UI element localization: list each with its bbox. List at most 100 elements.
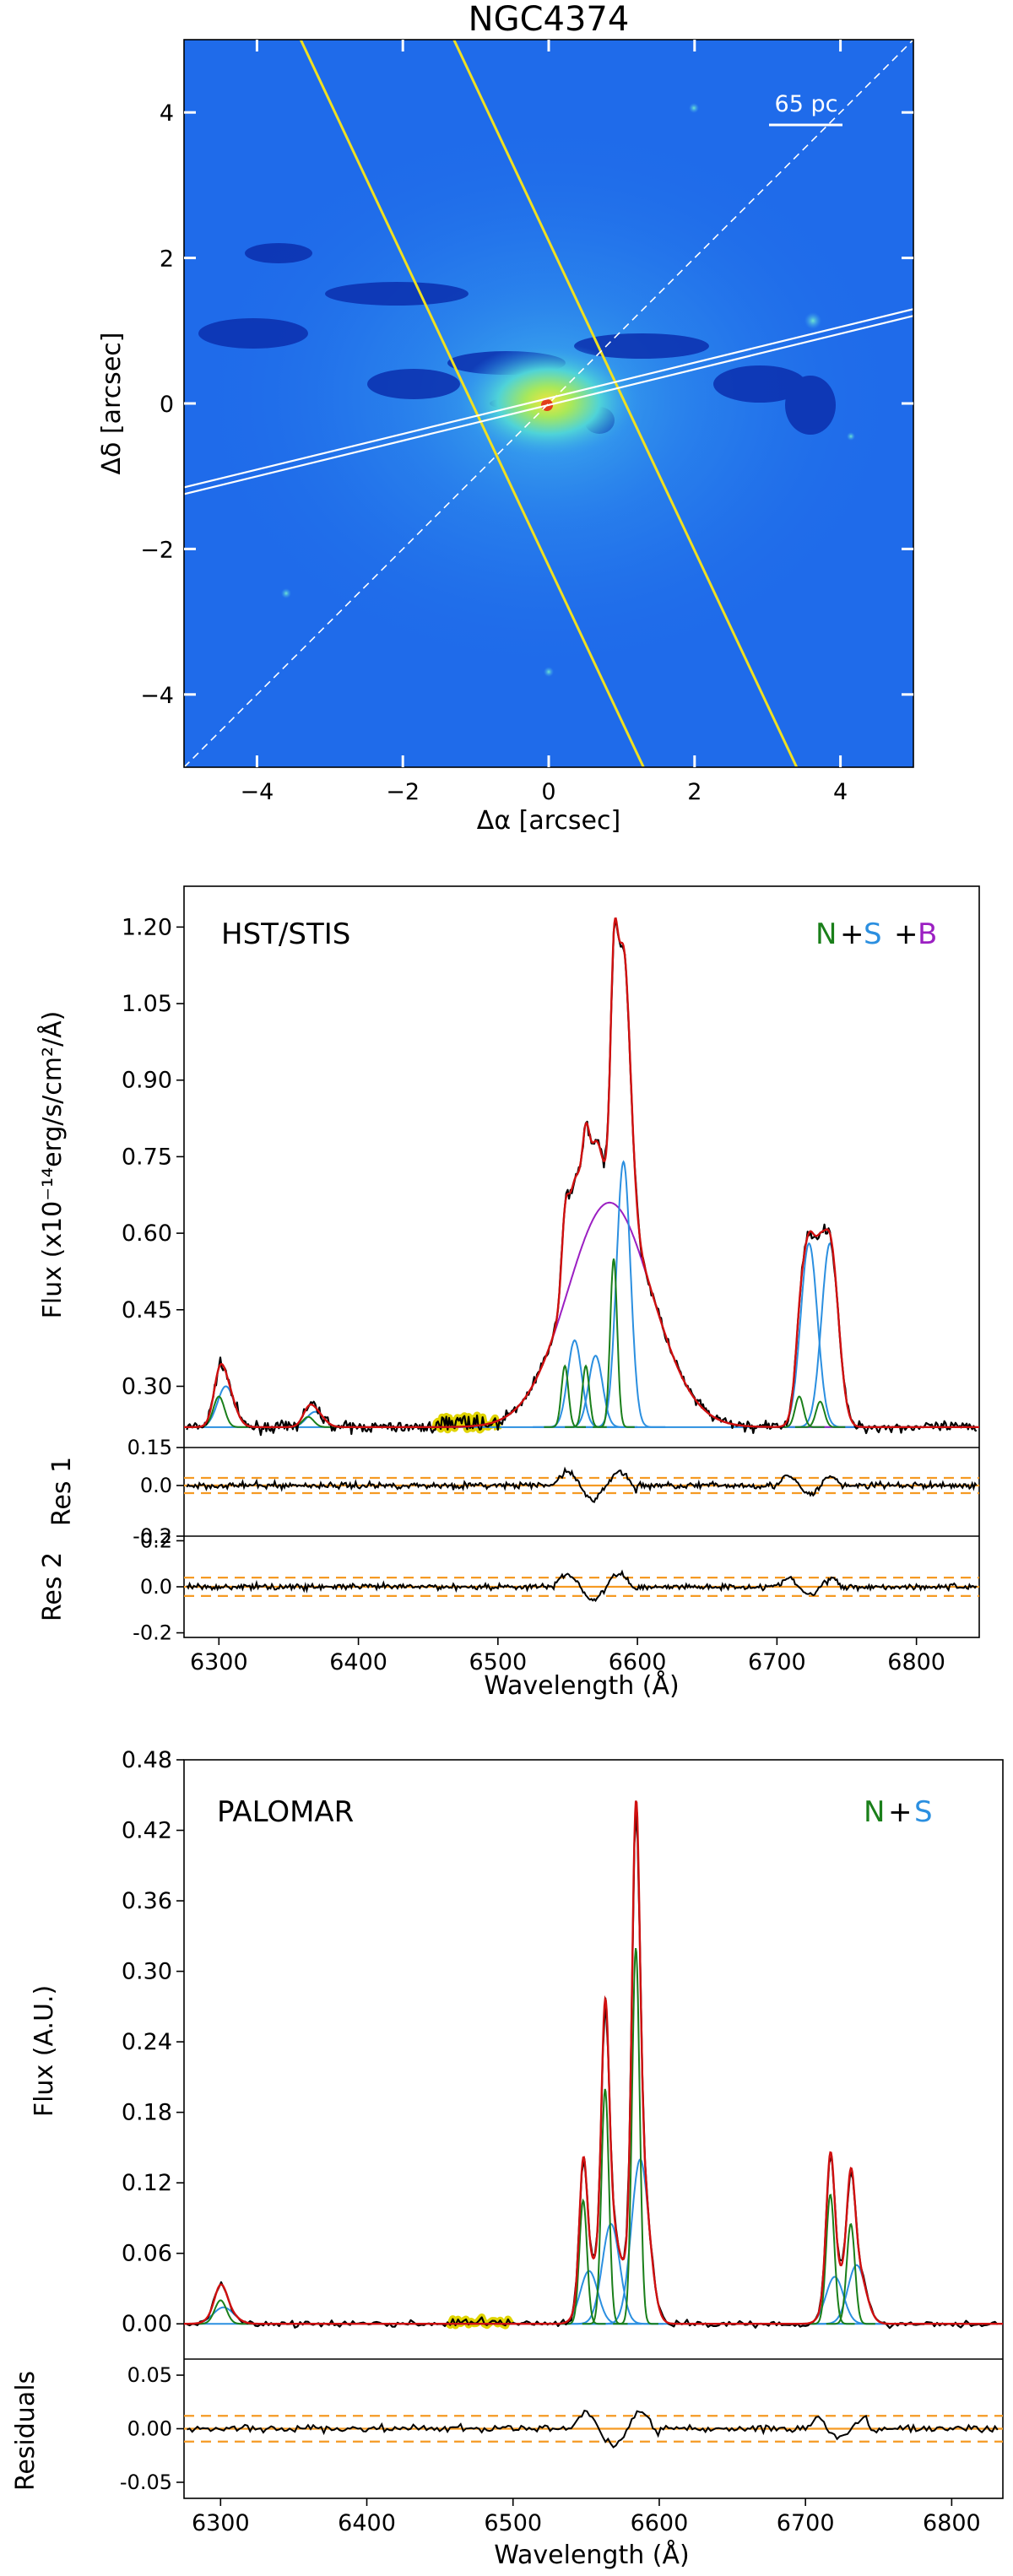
palomar-legend: N + S [864, 1795, 933, 1829]
palomar-panel: 0.00 0.06 0.12 0.18 0.24 0.30 0.36 0.42 0.48 0.05… [11, 1747, 1004, 2570]
shifted-component-curve [779, 1242, 880, 1428]
x-tick-label: 6300 [192, 2510, 250, 2536]
residual-y-tick-label: -0.2 [133, 1621, 172, 1645]
x-tick-label: −2 [386, 779, 420, 805]
y-tick-label: 4 [160, 100, 174, 127]
svg-text:+: + [840, 917, 864, 951]
x-tick-label: 6600 [631, 2510, 689, 2536]
stis-panel: 0.300.450.600.750.901.051.200.150.0-0.20… [37, 885, 980, 1701]
stis-y-axis-label: Flux (x10⁻¹⁴erg/s/cm²/Å) [37, 1011, 68, 1319]
residual-y-tick-label: 0.15 [127, 1436, 172, 1459]
y-tick-label: 0.36 [122, 1888, 172, 1914]
residual-y-tick-label: 0.05 [127, 2363, 172, 2387]
narrow-component-curve [544, 1364, 586, 1428]
y-tick-label: 2 [160, 246, 174, 273]
x-tick-label: 4 [833, 779, 848, 805]
palomar-ticks: 0.00 0.06 0.12 0.18 0.24 0.30 0.36 0.42 0.48 0.05… [120, 1747, 981, 2536]
slit-edge-line [299, 40, 645, 767]
residual-spectrum [186, 1466, 978, 1503]
position-angle-line [184, 308, 913, 489]
svg-text:+: + [888, 1795, 913, 1829]
legend-broad: B [918, 917, 937, 951]
stis-frame [183, 885, 980, 1638]
x-tick-label: 2 [687, 779, 702, 805]
palomar-spectrum [184, 1800, 1003, 2330]
total-fit-curve [184, 917, 979, 1428]
residual-y-tick-label: -0.2 [133, 1524, 172, 1548]
stis-legend: N + S + B [815, 917, 937, 951]
x-tick-label: 6800 [923, 2510, 981, 2536]
shifted-component-curve [758, 1242, 859, 1428]
x-tick-label: 6400 [338, 2510, 396, 2536]
narrow-component-curve [593, 1258, 635, 1428]
palomar-y-axis-label: Flux (A.U.) [30, 1985, 59, 2117]
residual-y-tick-label: -0.05 [120, 2470, 172, 2494]
shifted-component-curve [558, 2222, 664, 2325]
stis-res1-label: Res 1 [47, 1457, 77, 1526]
x-tick-label: −4 [240, 779, 274, 805]
position-angle-line [184, 315, 913, 495]
image-ticks: −4 −4 −2 −2 0 0 2 2 4 4 [140, 40, 913, 805]
narrow-component-curve [185, 2299, 256, 2325]
narrow-component-curve [826, 2222, 875, 2325]
y-tick-label: 0.48 [122, 1747, 172, 1773]
stis-title: HST/STIS [221, 917, 350, 951]
residual-y-tick-label: 0.2 [140, 1529, 172, 1552]
y-tick-label: 0.60 [122, 1220, 172, 1247]
stis-ticks: 0.300.450.600.750.901.051.200.150.0-0.20… [122, 914, 945, 1675]
stis-spectrum [184, 917, 979, 1437]
x-tick-label: 6800 [887, 1649, 945, 1675]
residual-spectrum [186, 1569, 978, 1603]
x-tick-label: 0 [541, 779, 555, 805]
x-tick-label: 6700 [748, 1649, 806, 1675]
y-tick-label: 1.05 [122, 991, 172, 1017]
y-tick-label: 0.12 [122, 2170, 172, 2196]
y-tick-label: 0 [160, 392, 174, 418]
shifted-component-curve [553, 1355, 638, 1428]
observed-spectrum [186, 921, 978, 1437]
x-tick-label: 6500 [484, 2510, 542, 2536]
narrow-component-curve [774, 1395, 825, 1428]
shifted-component-curve [533, 1339, 617, 1428]
total-fit-curve [184, 1800, 1003, 2325]
stis-residual-1 [184, 1466, 979, 1503]
legend-shifted: S [914, 1795, 933, 1829]
y-tick-label: 0.42 [122, 1818, 172, 1844]
y-tick-label: 0.30 [122, 1373, 172, 1399]
galaxy-image [184, 40, 913, 767]
narrow-component-curve [613, 1947, 658, 2325]
palomar-frame [183, 1759, 1004, 2499]
y-tick-label: 0.24 [122, 2029, 172, 2055]
shifted-component-curve [588, 2158, 693, 2325]
observed-spectrum [187, 1811, 999, 2330]
y-tick-label: 0.30 [122, 1959, 172, 1985]
image-x-axis-label: Δα [arcsec] [477, 806, 620, 836]
y-tick-label: 0.90 [122, 1068, 172, 1094]
narrow-component-curve [560, 2198, 606, 2325]
scale-bar: 65 pc [769, 91, 842, 127]
y-tick-label: 0.75 [122, 1144, 172, 1170]
residual-y-tick-label: 0.0 [140, 1575, 172, 1599]
scale-bar-label: 65 pc [775, 91, 838, 117]
y-tick-label: 0.00 [122, 2311, 172, 2337]
residual-spectrum [187, 2409, 999, 2449]
image-title: NGC4374 [469, 0, 630, 39]
y-tick-label: 0.45 [122, 1297, 172, 1323]
narrow-component-curve [805, 2193, 855, 2325]
y-tick-label: 0.18 [122, 2100, 172, 2126]
x-tick-label: 6500 [469, 1649, 527, 1675]
stis-residual-2 [184, 1569, 979, 1603]
y-tick-label: 1.20 [122, 914, 172, 940]
x-tick-label: 6700 [777, 2510, 835, 2536]
residual-y-tick-label: 0.0 [140, 1474, 172, 1497]
y-tick-label: −2 [140, 537, 174, 563]
image-overlays [184, 40, 913, 767]
legend-narrow: N [864, 1795, 885, 1829]
slit-edge-line [452, 40, 799, 767]
stis-x-axis-label: Wavelength (Å) [484, 1670, 679, 1701]
palomar-residuals [184, 2409, 1003, 2449]
palomar-x-axis-label: Wavelength (Å) [494, 2540, 689, 2570]
svg-text:+: + [894, 917, 918, 951]
shifted-component-curve [184, 1385, 277, 1428]
